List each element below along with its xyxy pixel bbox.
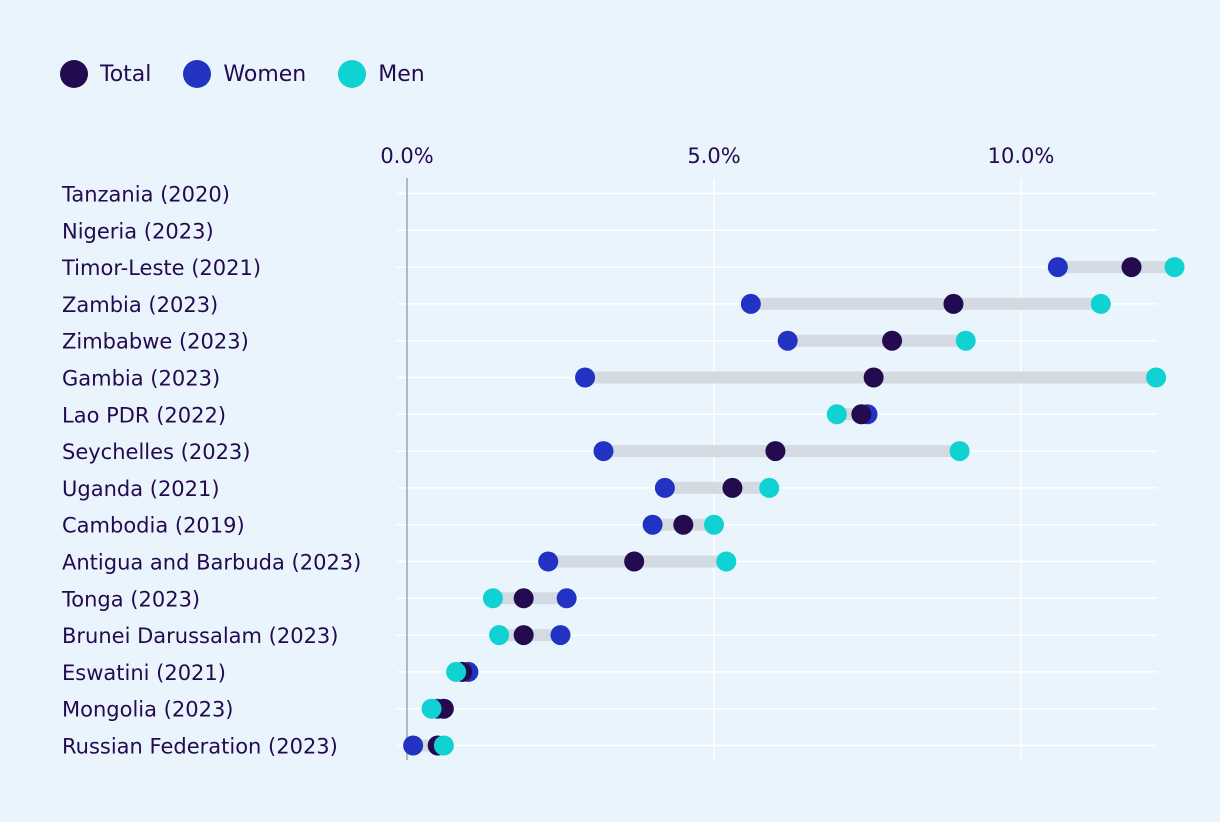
- category-label: Zimbabwe (2023): [62, 330, 249, 354]
- dot-men: [759, 477, 780, 498]
- category-label: Mongolia (2023): [62, 698, 234, 722]
- dot-total: [513, 625, 534, 646]
- legend-item-total: Total: [60, 60, 151, 88]
- dot-total: [882, 330, 903, 351]
- dot-total: [722, 477, 743, 498]
- dot-men: [1164, 257, 1185, 278]
- legend-swatch-men: [338, 60, 367, 88]
- dot-men: [826, 404, 847, 425]
- dot-men: [433, 735, 454, 756]
- category-label: Tanzania (2020): [61, 183, 230, 207]
- dot-women: [593, 441, 614, 462]
- dot-total: [851, 404, 872, 425]
- dot-total: [673, 514, 694, 535]
- dot-total: [624, 551, 645, 572]
- dot-women: [538, 551, 559, 572]
- dot-men: [949, 441, 970, 462]
- category-label: Brunei Darussalam (2023): [62, 624, 339, 648]
- category-label: Russian Federation (2023): [62, 735, 338, 759]
- dot-women: [550, 625, 571, 646]
- dot-men: [482, 588, 503, 609]
- category-label: Antigua and Barbuda (2023): [62, 551, 361, 575]
- dot-men: [446, 661, 467, 682]
- dot-women: [575, 367, 596, 388]
- legend-label-total: Total: [100, 61, 152, 87]
- dot-total: [863, 367, 884, 388]
- legend-swatch-total: [60, 60, 88, 88]
- category-label: Cambodia (2019): [62, 514, 245, 538]
- legend: Total Women Men: [60, 60, 457, 88]
- dot-women: [403, 735, 424, 756]
- dot-men: [704, 514, 724, 535]
- category-label: Uganda (2021): [62, 477, 220, 501]
- category-label: Zambia (2023): [62, 293, 218, 317]
- dot-total: [513, 588, 534, 609]
- dot-men: [1146, 367, 1167, 388]
- x-tick-label: 5.0%: [687, 144, 740, 168]
- legend-label-women: Women: [223, 61, 307, 87]
- dot-total: [943, 293, 964, 314]
- category-label: Eswatini (2021): [62, 661, 226, 685]
- category-label: Gambia (2023): [62, 367, 220, 391]
- category-label: Seychelles (2023): [62, 440, 251, 464]
- dot-total: [1121, 257, 1142, 278]
- x-tick-label: 0.0%: [380, 144, 433, 168]
- category-label: Nigeria (2023): [62, 219, 214, 243]
- dot-women: [740, 293, 761, 314]
- dot-men: [955, 330, 976, 351]
- dot-women: [642, 514, 663, 535]
- x-tick-label: 10.0%: [988, 144, 1055, 168]
- legend-item-women: Women: [183, 60, 306, 88]
- dot-total: [765, 441, 786, 462]
- legend-label-men: Men: [378, 61, 425, 87]
- dot-women: [556, 588, 577, 609]
- dot-women: [654, 477, 675, 498]
- dot-women: [777, 330, 798, 351]
- dot-women: [1047, 257, 1068, 278]
- dot-men: [421, 698, 442, 719]
- category-label: Timor-Leste (2021): [61, 256, 261, 280]
- dot-men: [1090, 293, 1111, 314]
- legend-swatch-women: [183, 60, 212, 88]
- category-label: Lao PDR (2022): [62, 403, 226, 427]
- legend-item-men: Men: [338, 60, 425, 88]
- dot-men: [489, 625, 510, 646]
- dot-men: [716, 551, 737, 572]
- category-label: Tonga (2023): [61, 587, 200, 611]
